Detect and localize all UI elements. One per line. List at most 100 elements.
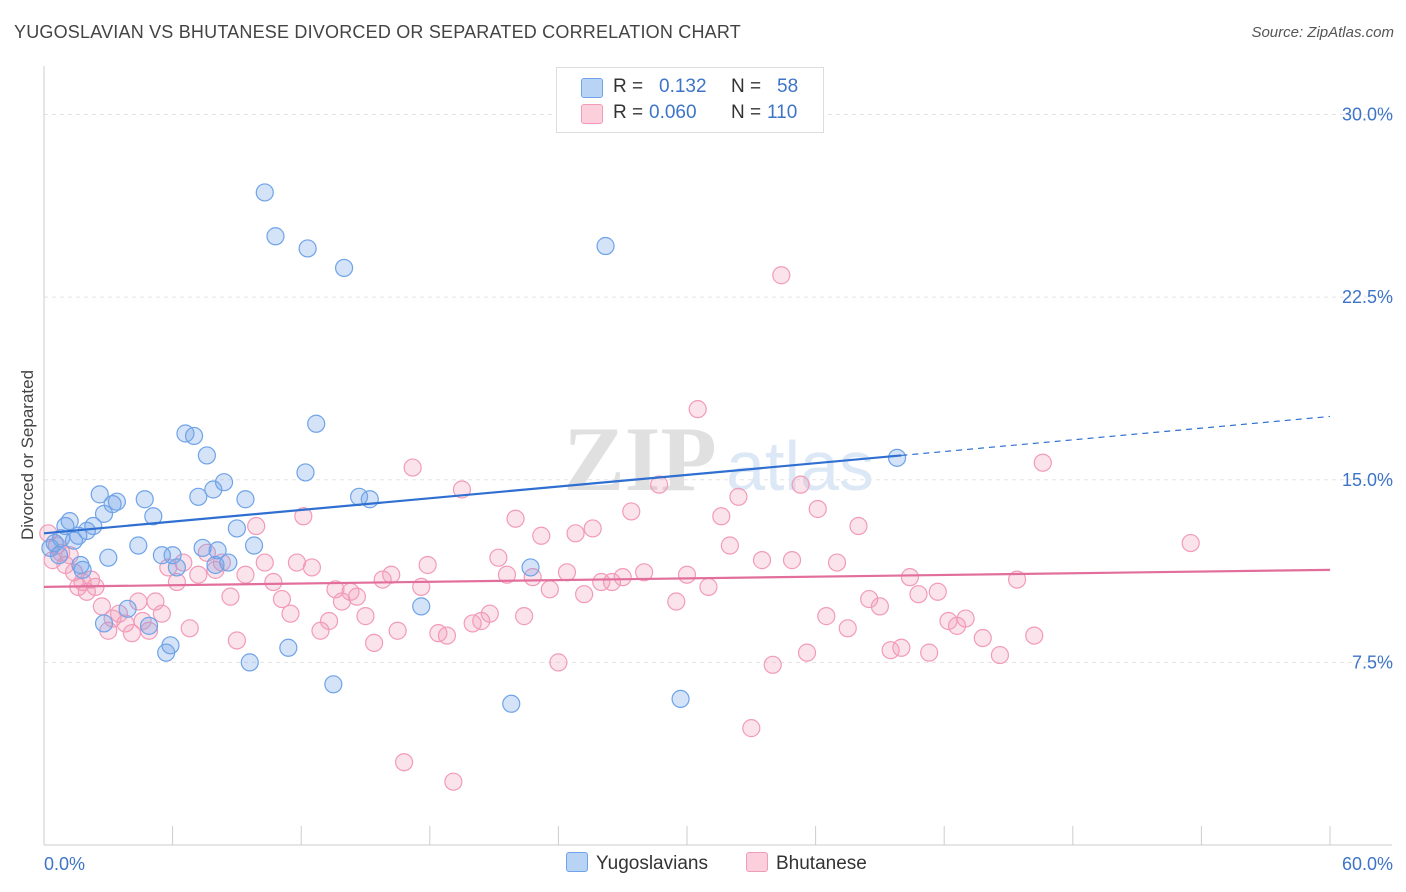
legend-r-value: 0.060: [649, 102, 697, 123]
yugoslavians-point: [671, 689, 690, 709]
y-tick-label: 7.5%: [1352, 652, 1393, 672]
yugoslavians-point: [244, 536, 264, 555]
bhutanese-point: [729, 487, 748, 506]
bhutanese-point: [109, 604, 129, 623]
yugoslavians-point: [324, 675, 343, 694]
yugoslavians-point: [167, 558, 186, 577]
yugoslavians-point: [139, 616, 159, 635]
bhutanese-point: [752, 551, 772, 570]
bhutanese-point: [990, 645, 1010, 665]
bhutanese-point: [870, 597, 890, 616]
bhutanese-point: [892, 638, 911, 657]
yugoslavians-swatch: [566, 852, 588, 872]
watermark-zip: ZIP: [563, 408, 716, 510]
bottom-legend-yugoslavians: Yugoslavians: [566, 852, 708, 875]
yugoslavians-point: [240, 653, 259, 672]
bhutanese-point: [302, 558, 322, 577]
bhutanese-point: [622, 502, 641, 521]
bhutanese-points: [39, 266, 1200, 791]
bhutanese-point: [575, 585, 594, 604]
bottom-legend-bhutanese: Bhutanese: [746, 852, 867, 875]
bhutanese-point: [712, 507, 731, 526]
bhutanese-point: [394, 753, 414, 772]
bhutanese-point: [272, 589, 292, 609]
stats-legend: R = 0.132 N = 58 R = 0.060 N = 110: [556, 67, 824, 133]
yugoslavians-point: [107, 492, 126, 511]
bhutanese-point: [364, 633, 384, 653]
bhutanese-point: [180, 619, 199, 638]
yugoslavians-point: [94, 614, 114, 633]
yugoslavians-point: [189, 487, 208, 506]
x-tick-label: 60.0%: [1342, 854, 1393, 874]
yugoslavians-trend-extension: [901, 415, 1331, 457]
bhutanese-point: [817, 607, 836, 626]
bhutanese-point: [791, 475, 810, 494]
bhutanese-trend-line: [43, 568, 1331, 588]
bhutanese-point: [860, 589, 879, 609]
yugoslavians-point: [296, 463, 315, 482]
legend-n-label: N =: [731, 102, 762, 123]
bhutanese-point: [497, 565, 517, 584]
legend-r-label: R =: [613, 102, 644, 123]
bhutanese-point: [294, 507, 313, 526]
bottom-legend-label: Bhutanese: [776, 853, 867, 874]
watermark-atlas: atlas: [726, 427, 874, 505]
bhutanese-point: [549, 653, 568, 672]
bhutanese-point: [583, 519, 602, 538]
bhutanese-point: [1007, 570, 1027, 589]
yugoslavians-point: [887, 448, 907, 467]
bhutanese-point: [782, 551, 802, 570]
bhutanese-point: [264, 572, 283, 592]
watermark: ZIP atlas: [563, 408, 874, 510]
bhutanese-point: [613, 568, 632, 587]
bhutanese-point: [236, 565, 255, 584]
bhutanese-point: [418, 555, 437, 575]
yugoslavians-point: [118, 599, 137, 618]
yugoslavians-point: [184, 426, 204, 446]
yugoslavians-point: [596, 236, 615, 256]
bhutanese-swatch: [581, 104, 603, 124]
x-tick-label: 0.0%: [44, 854, 85, 874]
y-tick-label: 22.5%: [1342, 287, 1393, 307]
bhutanese-point: [287, 553, 307, 572]
bhutanese-point: [849, 516, 868, 536]
bhutanese-point: [688, 400, 707, 419]
bhutanese-swatch: [746, 852, 768, 872]
bhutanese-point: [592, 572, 611, 592]
bhutanese-point: [763, 655, 782, 674]
yugoslavians-point: [255, 183, 274, 202]
bhutanese-point: [1033, 453, 1052, 472]
bhutanese-point: [347, 587, 367, 606]
bhutanese-point: [566, 524, 585, 543]
bhutanese-point: [227, 631, 246, 650]
yugoslavians-point: [135, 490, 154, 509]
bhutanese-point: [909, 585, 928, 604]
legend-n-label: N =: [731, 76, 762, 97]
bhutanese-point: [152, 604, 171, 623]
tick-labels: 7.5% 15.0% 22.5% 30.0% 0.0% 60.0%: [44, 105, 1393, 874]
yugoslavians-point: [266, 227, 285, 246]
yugoslavians-trend-line: [43, 454, 902, 535]
yugoslavians-points: [41, 183, 907, 713]
bhutanese-point: [480, 604, 499, 623]
bhutanese-point: [838, 619, 857, 638]
yugoslavians-point: [204, 480, 223, 499]
bhutanese-point: [221, 587, 240, 606]
bhutanese-point: [1025, 626, 1044, 645]
source-credit: Source: ZipAtlas.com: [1251, 24, 1394, 41]
bhutanese-point: [956, 609, 975, 628]
bhutanese-point: [189, 565, 208, 584]
bhutanese-point: [808, 499, 827, 519]
bhutanese-point: [797, 643, 817, 662]
bhutanese-point: [532, 526, 551, 545]
bhutanese-point: [635, 563, 654, 582]
bhutanese-point: [650, 475, 669, 494]
gridlines: [44, 114, 1392, 663]
bottom-legend-label: Yugoslavians: [596, 853, 708, 874]
bhutanese-point: [489, 548, 508, 567]
y-tick-label: 30.0%: [1342, 105, 1393, 125]
yugoslavians-point: [208, 541, 227, 560]
yugoslavians-point: [206, 555, 225, 575]
bhutanese-point: [388, 621, 407, 640]
